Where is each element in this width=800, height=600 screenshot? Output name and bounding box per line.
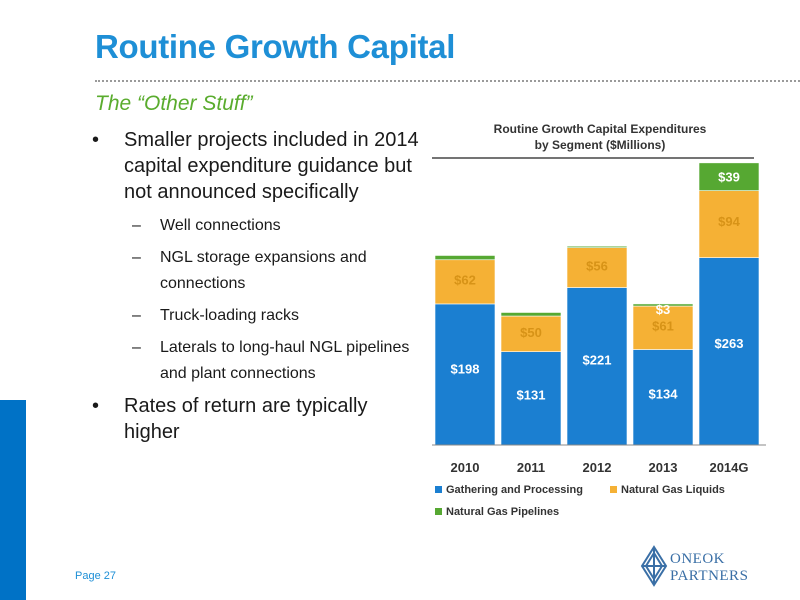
bar-segment [500,315,562,352]
bar-data-label: $50 [520,325,542,340]
sub-bullet-marker: – [132,307,141,324]
logo-text: ONEOK PARTNERS [670,551,748,585]
legend-swatch [435,508,442,515]
slide-subtitle: The “Other Stuff” [95,92,253,115]
bar-segment [632,305,694,350]
sub-bullet-item: – Well connections [92,213,422,239]
bar-data-label: $263 [715,336,744,351]
sub-bullet-text: Laterals to long-haul NGL pipelines and … [160,339,410,382]
sub-bullet-text: NGL storage expansions and connections [160,249,367,292]
bar-data-label: $94 [718,214,740,229]
legend-label: Natural Gas Pipelines [446,506,559,518]
title-divider [95,80,800,82]
chart-subtitle: by Segment ($Millions) [535,138,666,152]
left-accent-bar [0,400,26,600]
sub-bullet-text: Well connections [160,217,281,234]
x-tick-label: 2012 [583,460,612,475]
legend-swatch [435,486,442,493]
sub-bullet-marker: – [132,249,141,266]
logo-line-2: PARTNERS [670,568,749,584]
sub-bullet-marker: – [132,217,141,234]
bullet-text: Rates of return are typically higher [124,395,368,443]
bullet-item: • Smaller projects included in 2014 capi… [92,127,422,205]
sub-bullet-item: – Laterals to long-haul NGL pipelines an… [92,335,422,387]
bar-segment [566,247,628,288]
bar-data-label: $134 [649,386,679,401]
bullet-marker: • [92,395,100,417]
bullet-text: Smaller projects included in 2014 capita… [124,129,419,203]
bar-data-label: $3 [656,302,670,317]
bar-segment [632,303,694,307]
logo-line-1: ONEOK [670,551,725,567]
bar-segment [698,162,760,191]
sub-bullet-marker: – [132,339,141,356]
bar-data-label: $61 [652,319,674,334]
bar-data-label: $39 [718,170,740,185]
bar-segment [698,190,760,258]
sub-bullet-text: Truck-loading racks [160,307,300,324]
bar-data-label: $198 [451,361,480,376]
company-logo: ONEOK PARTNERS [640,545,770,590]
capex-chart-svg: Routine Growth Capital Expenditures by Se… [432,122,766,518]
bar-data-label: $221 [583,352,612,367]
bullet-list: • Smaller projects included in 2014 capi… [92,127,422,453]
page-number: Page 27 [75,570,116,582]
capex-chart: Routine Growth Capital Expenditures by Se… [420,115,780,535]
bar-segment [566,287,628,446]
legend-label: Natural Gas Liquids [621,484,725,496]
chart-title: Routine Growth Capital Expenditures [494,122,707,136]
oneok-partners-logo-icon [640,545,668,587]
bar-segment [434,259,496,305]
x-tick-label: 2011 [517,460,545,475]
bar-segment [566,245,628,248]
x-tick-label: 2013 [649,460,678,475]
bar-data-label: $131 [517,388,546,403]
bar-segment [500,312,562,317]
bullet-marker: • [92,129,100,151]
bar-data-label: $62 [454,273,476,288]
bullet-item: • Rates of return are typically higher [92,393,422,445]
bar-segment [632,349,694,446]
bar-segment [698,257,760,446]
x-tick-label: 2014G [709,460,748,475]
legend-swatch [610,486,617,493]
bar-segment [434,255,496,261]
sub-bullet-item: – Truck-loading racks [92,303,422,329]
x-tick-label: 2010 [451,460,480,475]
bar-data-label: $56 [586,259,608,274]
slide-title: Routine Growth Capital [95,28,456,65]
sub-bullet-item: – NGL storage expansions and connections [92,245,422,297]
legend-label: Gathering and Processing [446,484,583,496]
